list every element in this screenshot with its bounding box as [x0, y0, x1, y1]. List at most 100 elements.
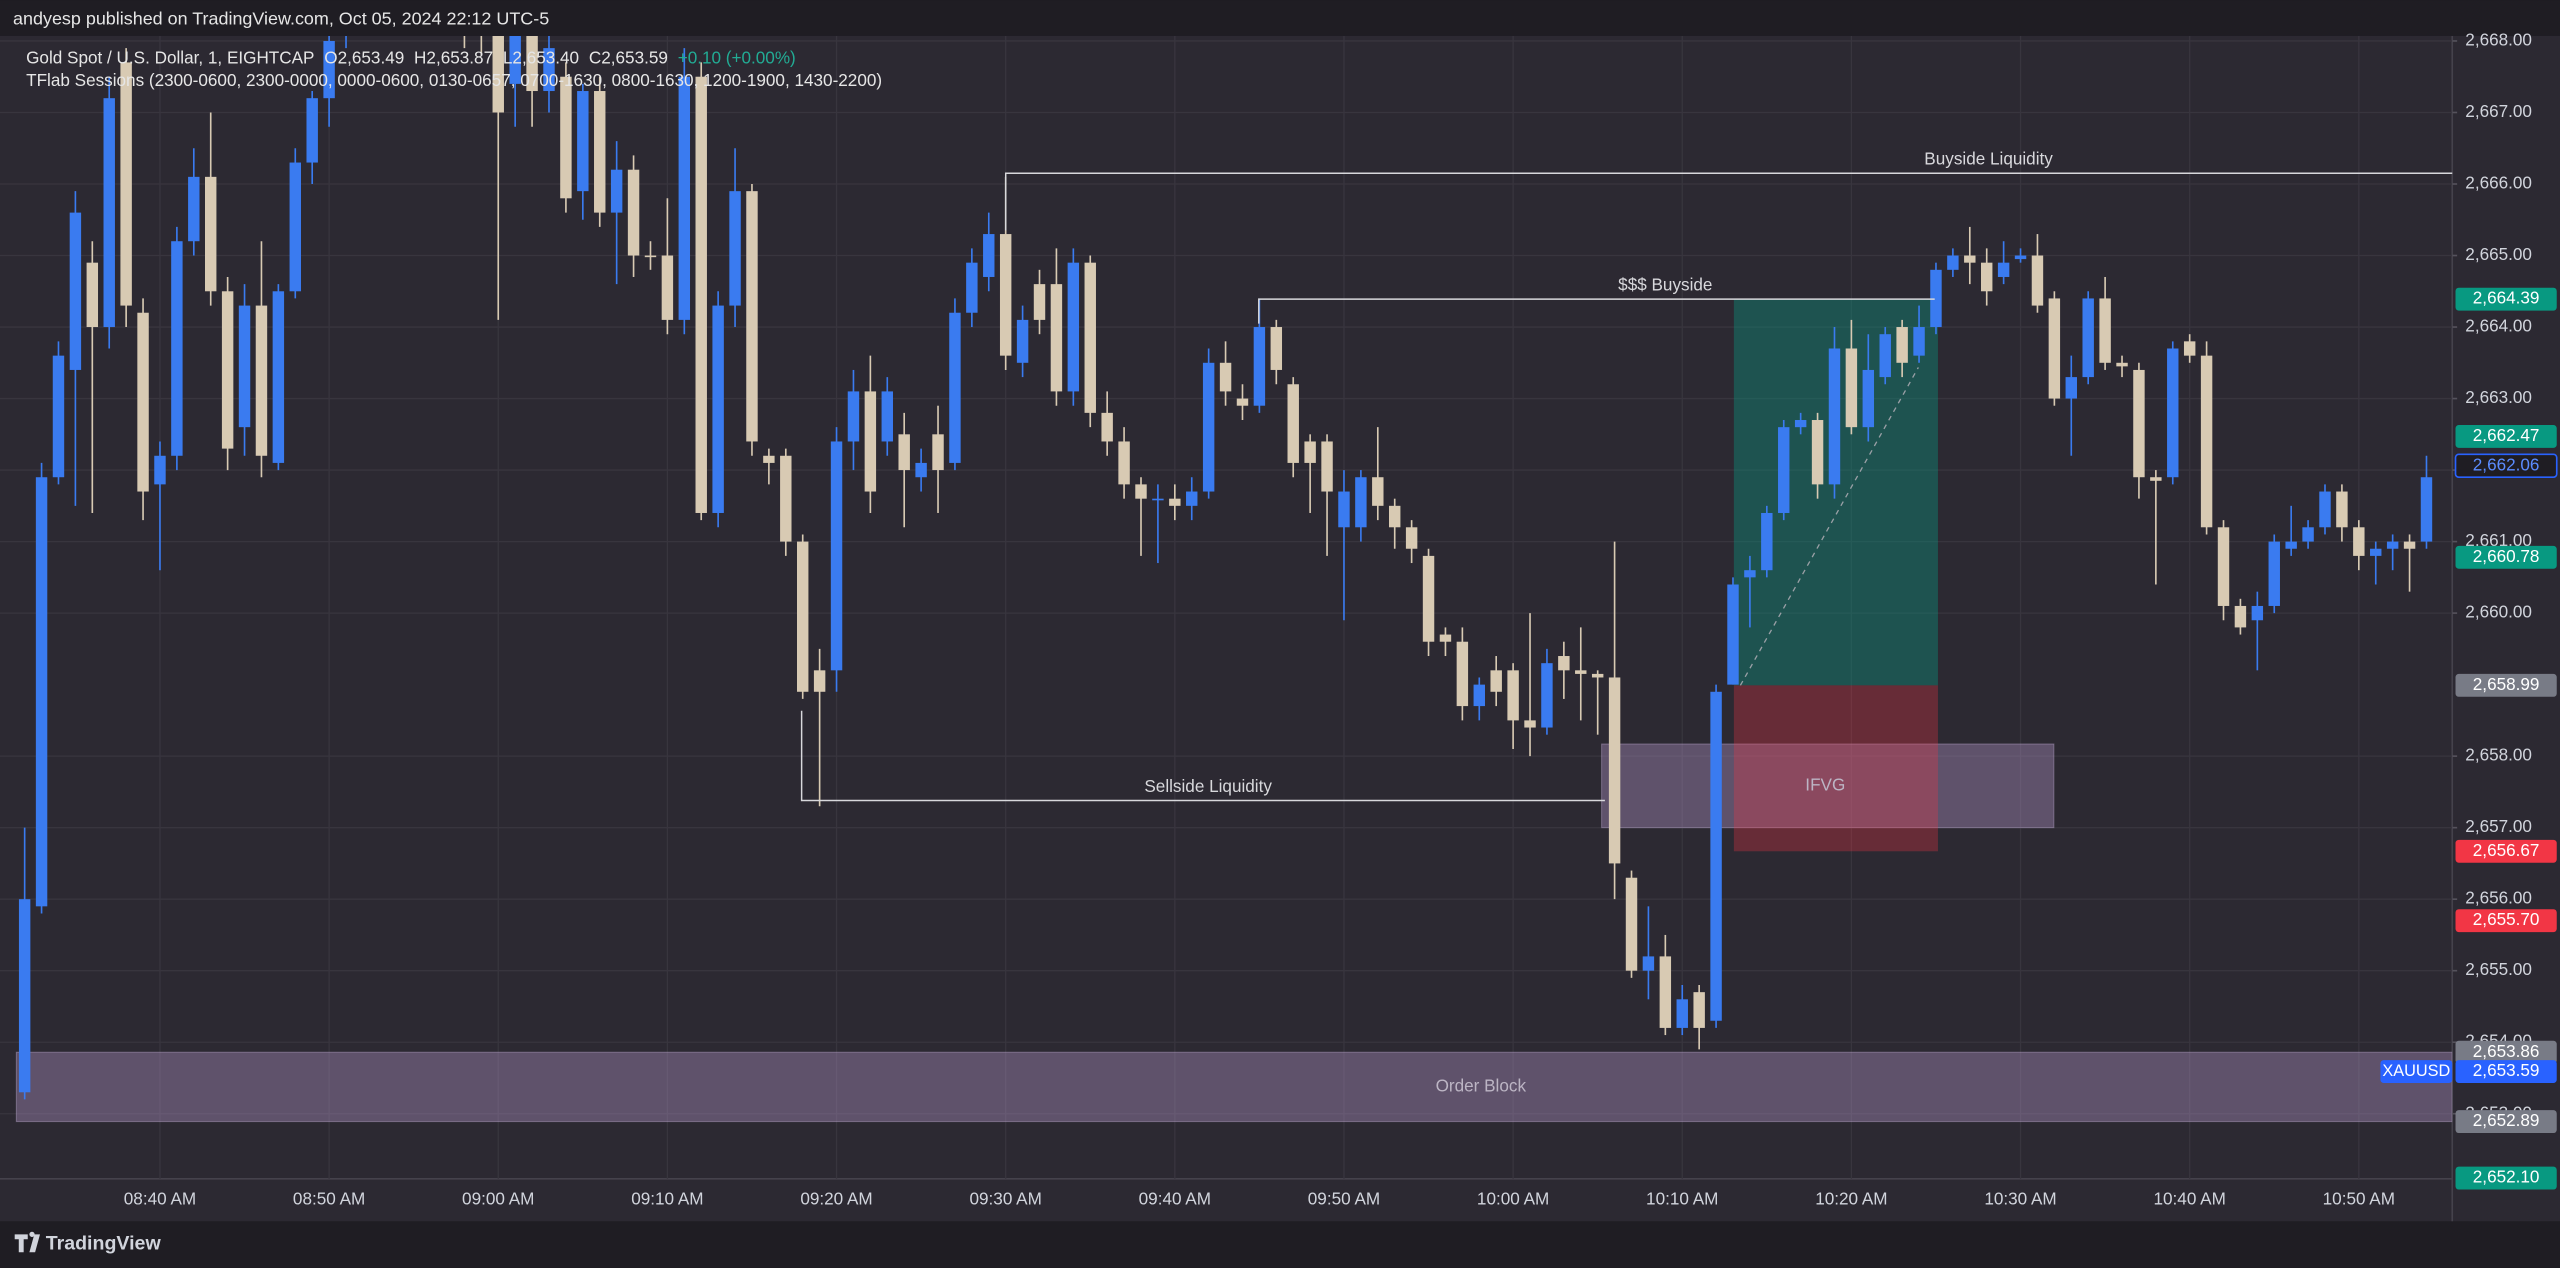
candle-body: [1845, 348, 1858, 428]
price-badge: [2455, 425, 2557, 448]
candle-body: [2420, 477, 2433, 542]
candle-body: [2133, 369, 2145, 478]
chart-background: [0, 35, 2560, 1222]
candle-body: [780, 455, 792, 542]
candle-body: [1676, 999, 1688, 1028]
candle-body: [1930, 269, 1942, 328]
candle-body: [847, 391, 860, 442]
price-badge-label: 2,664.39: [2473, 288, 2540, 308]
candle-body: [1253, 327, 1266, 406]
candle-body: [1439, 634, 1452, 642]
candle-body: [949, 312, 961, 463]
x-tick-label: 10:40 AM: [2154, 1189, 2226, 1209]
price-badge-label: 2,656.67: [2473, 840, 2540, 860]
candle-body: [1067, 262, 1080, 392]
candle-body: [2336, 491, 2348, 528]
price-badge: [2454, 453, 2558, 479]
candle-body: [1896, 327, 1908, 363]
candle-body: [864, 391, 877, 492]
y-tick-label: 2,663.00: [2465, 387, 2532, 407]
candle-body: [577, 91, 589, 192]
candle-body: [1524, 720, 1536, 728]
candle-body: [509, 35, 521, 84]
price-badge-label: 2,653.86: [2473, 1041, 2540, 1061]
liquidity-label: Buyside Liquidity: [1924, 149, 2053, 169]
y-tick-label: 2,665.00: [2465, 244, 2532, 264]
candle-body: [627, 169, 640, 256]
candle-body: [1186, 491, 1198, 506]
candle-body: [695, 76, 707, 513]
liquidity-line: [1004, 172, 2453, 231]
symbol-title: Gold Spot / U.S. Dollar, 1, EIGHTCAP: [26, 47, 314, 67]
liquidity-line: [1258, 298, 1935, 324]
candle-body: [1608, 677, 1621, 864]
candle-body: [661, 255, 674, 320]
price-badge: [2455, 287, 2557, 311]
candle-body: [644, 255, 657, 258]
x-tick-label: 10:10 AM: [1646, 1189, 1718, 1209]
candle-body: [1219, 362, 1232, 392]
candle-body: [2150, 477, 2162, 481]
candle-body: [1405, 527, 1418, 549]
symbol-badge: [2380, 1060, 2453, 1083]
candle-body: [746, 191, 758, 442]
candle-body: [712, 305, 724, 513]
candle-body: [560, 76, 572, 199]
price-badge: [2455, 1110, 2557, 1134]
candle-body: [154, 455, 166, 485]
liquidity-line: [800, 710, 1605, 802]
candle-body: [1270, 327, 1283, 370]
x-tick-label: 09:00 AM: [462, 1189, 534, 1209]
candle-body: [1541, 663, 1553, 728]
x-tick-label: 10:30 AM: [1984, 1189, 2056, 1209]
y-tick-label: 2,655.00: [2465, 959, 2532, 979]
candle-body: [1744, 570, 1756, 578]
candle-body: [238, 305, 251, 428]
candle-body: [2099, 298, 2111, 363]
candle-body: [2370, 548, 2382, 556]
x-tick-label: 09:50 AM: [1308, 1189, 1380, 1209]
candle-body: [1033, 284, 1046, 320]
price-badge: [2455, 1040, 2557, 1064]
candle-body: [1084, 262, 1096, 413]
candle-body: [1811, 420, 1824, 485]
candle-body: [255, 305, 268, 456]
candle-body: [1964, 255, 1976, 263]
candle-body: [594, 91, 606, 213]
candle-body: [2031, 255, 2044, 306]
price-badge-label: 2,658.99: [2473, 674, 2540, 694]
candle-body: [763, 455, 775, 463]
candle-body: [306, 98, 318, 163]
candle-body: [1236, 398, 1249, 406]
plot-area: [15, 35, 2453, 1123]
zone-label: IFVG: [1805, 774, 1845, 794]
candle-body: [2268, 541, 2280, 606]
footer-logo: TradingView: [14, 1231, 161, 1254]
zone-label: Order Block: [1436, 1075, 1527, 1095]
legend: Gold Spot / U.S. Dollar, 1, EIGHTCAP TFl…: [26, 47, 882, 90]
candle-body: [1016, 319, 1029, 363]
ohlc-value: L2,653.40: [503, 47, 579, 67]
candle-body: [1625, 877, 1638, 971]
candle-body: [1473, 684, 1485, 707]
candle-body: [323, 40, 335, 99]
candle-body: [1879, 334, 1891, 378]
y-tick-label: 2,657.00: [2465, 816, 2532, 836]
candle-body: [1050, 284, 1063, 392]
zone: [15, 1051, 2453, 1123]
y-tick-label: 2,656.00: [2465, 888, 2532, 908]
candle-body: [2386, 541, 2399, 549]
candle-body: [1135, 484, 1147, 499]
candle-body: [35, 477, 48, 907]
candle-body: [1575, 670, 1587, 674]
indicator-label: TFlab Sessions (2300-0600, 2300-0000, 00…: [26, 70, 882, 90]
y-tick-label: 2,666.00: [2465, 173, 2532, 193]
candle-body: [1794, 420, 1807, 428]
candle-body: [188, 176, 200, 242]
symbol-badge-label: XAUUSD: [2382, 1062, 2450, 1080]
candle-body: [1338, 491, 1350, 528]
liquidity-label: $$$ Buyside: [1618, 275, 1712, 295]
x-tick-label: 08:50 AM: [293, 1189, 365, 1209]
candle-body: [2116, 362, 2128, 367]
x-tick-label: 10:50 AM: [2323, 1189, 2395, 1209]
